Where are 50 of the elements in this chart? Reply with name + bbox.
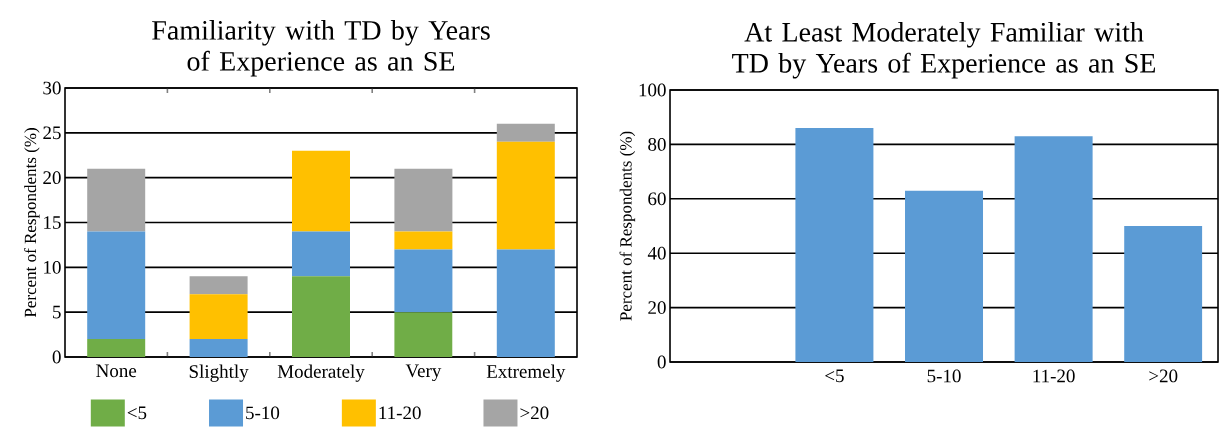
y-tick-label: 30 xyxy=(43,81,61,95)
y-axis-title: Percent of Respondents (%) xyxy=(24,128,40,318)
bar xyxy=(496,249,555,357)
y-tick-label: 25 xyxy=(43,126,61,140)
y-tick-label: 80 xyxy=(648,138,666,151)
x-tick-label: None xyxy=(96,364,137,378)
y-axis-title: Percent of Respondents (%) xyxy=(619,131,636,321)
bar xyxy=(394,231,453,250)
legend-label: <5 xyxy=(127,406,147,420)
x-tick-label: Extremely xyxy=(486,364,566,382)
legend-label: 5-10 xyxy=(246,406,280,420)
bar xyxy=(795,128,874,362)
bar xyxy=(292,150,350,232)
y-tick-label: 5 xyxy=(53,305,61,319)
bar xyxy=(905,190,984,362)
bar xyxy=(496,123,555,142)
y-tick-label: 15 xyxy=(44,216,61,229)
y-tick-label: 0 xyxy=(52,350,61,364)
x-tick-label: >20 xyxy=(1149,369,1178,383)
bar xyxy=(87,168,146,232)
bar xyxy=(394,312,453,357)
bar xyxy=(1124,226,1203,362)
bar xyxy=(189,276,248,295)
bar xyxy=(1014,136,1093,362)
x-tick-label: Very xyxy=(405,364,442,382)
y-tick-label: 100 xyxy=(639,83,666,97)
x-tick-label: 5-10 xyxy=(927,369,961,383)
y-tick-label: 0 xyxy=(657,355,666,369)
bar xyxy=(189,294,248,340)
x-tick-label: <5 xyxy=(825,369,844,383)
x-tick-label: Moderately xyxy=(277,364,365,382)
x-tick-label: Slightly xyxy=(189,364,249,382)
chart-title: At Least Moderately Familiar with TD by Years of Experience as an SE xyxy=(732,21,1156,79)
bar xyxy=(189,339,248,357)
y-tick-label: 10 xyxy=(44,260,61,274)
bar xyxy=(394,168,453,232)
bar xyxy=(292,231,350,277)
y-tick-label: 20 xyxy=(43,171,61,185)
chart-title: Familiarity with TD by Years of Experience as an SE xyxy=(152,20,490,77)
legend-label: 11-20 xyxy=(379,406,421,420)
bar xyxy=(87,231,146,340)
bar xyxy=(394,249,453,313)
x-tick-label: 11-20 xyxy=(1033,369,1075,383)
bar xyxy=(496,141,555,250)
bar xyxy=(87,339,146,357)
y-tick-label: 20 xyxy=(648,301,666,315)
y-tick-label: 40 xyxy=(647,246,666,260)
legend-label: >20 xyxy=(520,406,549,420)
bar xyxy=(292,276,350,357)
y-tick-label: 60 xyxy=(648,192,666,206)
